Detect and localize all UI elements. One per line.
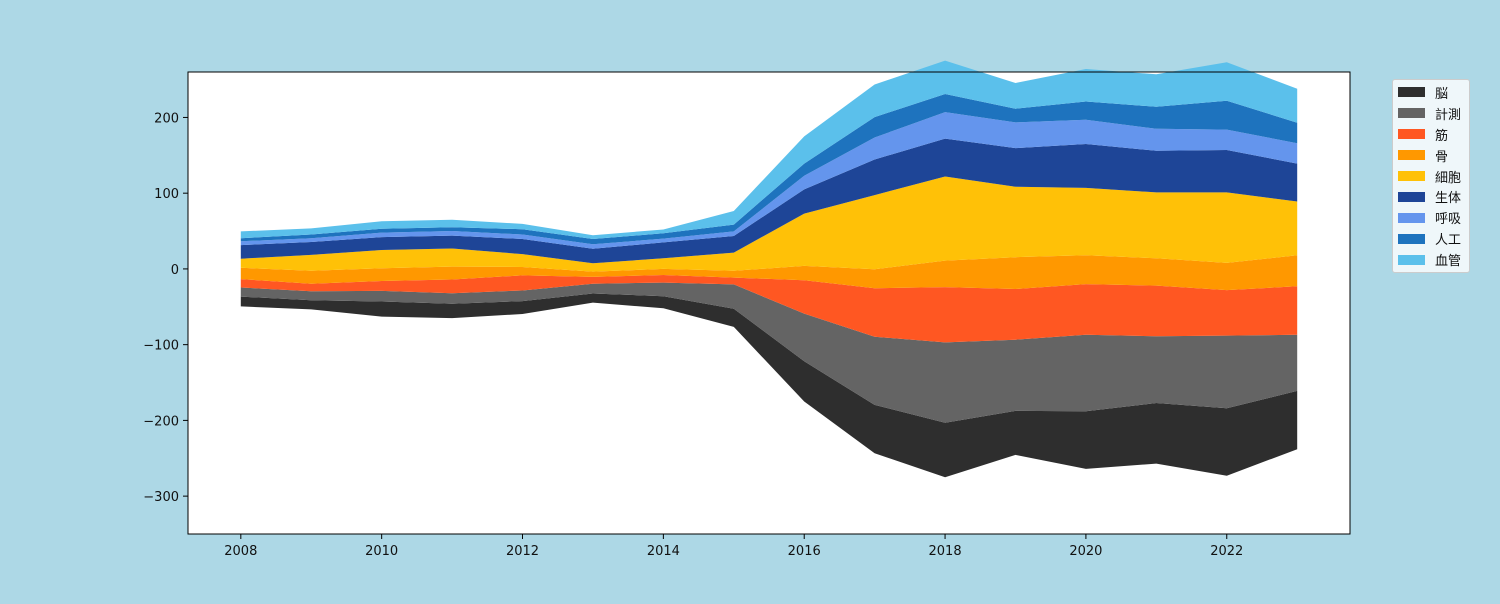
legend-swatch [1398, 233, 1425, 244]
legend-label: 人工 [1435, 233, 1462, 249]
legend-label: 呼吸 [1435, 212, 1462, 228]
area-series-8 [240, 60, 1298, 239]
area-series-0 [240, 293, 1298, 478]
y-tick-label: 0 [171, 263, 179, 278]
x-axis: 2008 2010 2012 2014 2016 2018 2020 2022 [224, 534, 1243, 559]
x-tick-label: 2018 [929, 544, 962, 559]
x-tick-label: 2016 [788, 544, 821, 559]
legend-label: 筋 [1435, 128, 1449, 144]
legend-item: 筋 [1393, 124, 1469, 145]
legend-swatch [1398, 129, 1425, 140]
legend-swatch [1398, 191, 1425, 202]
legend-item: 人工 [1393, 228, 1469, 249]
area-series-7 [240, 94, 1298, 245]
y-tick-label: −200 [143, 414, 179, 429]
legend-item: 骨 [1393, 145, 1469, 166]
legend-swatch [1398, 150, 1425, 161]
x-tick-label: 2008 [224, 544, 257, 559]
legend-item: 脳 [1393, 82, 1469, 103]
legend-swatch [1398, 87, 1425, 98]
legend-swatch [1398, 171, 1425, 181]
x-tick-label: 2012 [506, 544, 539, 559]
y-tick-label: −300 [143, 490, 179, 505]
legend-item: 細胞 [1393, 166, 1469, 187]
x-tick-label: 2020 [1069, 544, 1102, 559]
legend: 脳計測筋骨細胞生体呼吸人工血管 [1392, 79, 1470, 274]
legend-label: 細胞 [1435, 170, 1462, 186]
legend-item: 生体 [1393, 186, 1469, 207]
y-tick-label: 100 [154, 187, 179, 202]
legend-label: 生体 [1435, 191, 1462, 207]
y-axis: 200 100 0 −100 −200 −300 [143, 111, 188, 505]
plot-frame [187, 71, 1351, 535]
legend-label: 血管 [1435, 254, 1462, 270]
area-series-4 [240, 176, 1298, 272]
legend-label: 脳 [1435, 86, 1449, 102]
x-tick-label: 2022 [1210, 544, 1243, 559]
y-tick-label: 200 [154, 111, 179, 126]
x-tick-label: 2010 [365, 544, 398, 559]
legend-item: 計測 [1393, 103, 1469, 124]
legend-swatch [1398, 254, 1425, 265]
legend-label: 計測 [1435, 107, 1462, 123]
area-series-2 [240, 275, 1298, 343]
area-series-1 [240, 282, 1298, 423]
area-series-6 [240, 112, 1298, 249]
legend-item: 血管 [1393, 249, 1469, 270]
legend-swatch [1398, 212, 1425, 223]
x-tick-label: 2014 [647, 544, 680, 559]
area-series-5 [240, 138, 1298, 264]
legend-label: 骨 [1435, 149, 1449, 165]
legend-swatch [1398, 108, 1425, 119]
area-series-3 [240, 255, 1298, 291]
y-tick-label: −100 [143, 339, 179, 354]
legend-item: 呼吸 [1393, 207, 1469, 228]
areas-layer [240, 60, 1298, 478]
